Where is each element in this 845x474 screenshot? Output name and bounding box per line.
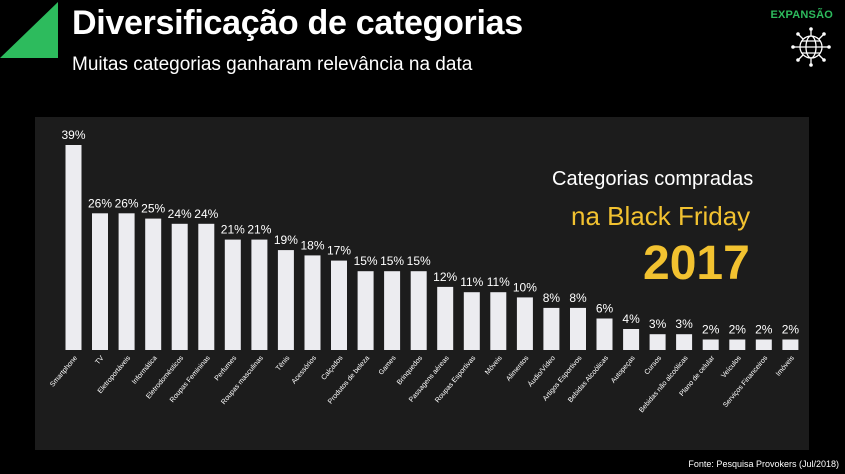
bar-value-label: 24% [168,207,192,221]
category-label: Áudio/Vídeo [526,353,557,388]
bar-value-label: 4% [622,312,640,326]
bar-value-label: 10% [513,280,537,294]
page-subtitle: Muitas categorias ganharam relevância na… [72,54,473,75]
bar [304,255,321,350]
bar [543,307,560,350]
bar-value-label: 39% [61,128,85,142]
bar [649,334,666,350]
bar [596,318,613,350]
bar-value-label: 26% [88,196,112,210]
bar-value-label: 2% [702,323,720,337]
bar [437,286,454,350]
bar [277,250,294,350]
category-label: Serviços Financeiros [722,354,769,409]
bar [118,213,135,350]
bar [410,271,427,350]
source-note: Fonte: Pesquisa Provokers (Jul/2018) [688,459,839,469]
bar-value-label: 3% [675,317,693,331]
category-label: Games [378,354,398,376]
bar-value-label: 26% [115,196,139,210]
category-label: Alimentos [505,354,530,382]
bar [145,218,162,350]
category-label: Bebidas não alcoólicas [638,354,690,414]
bar-value-label: 2% [755,323,773,337]
brand-label: EXPANSÃO [770,9,833,21]
bar-value-label: 17% [327,244,351,258]
green-triangle-logo [0,2,58,58]
bar [702,339,719,350]
bar-value-label: 3% [649,317,667,331]
category-label: Móveis [484,354,504,376]
category-label: Calçados [320,354,344,381]
bar [251,239,268,350]
category-label: Brinquedos [396,354,424,386]
highlight-line1: Categorias compradas [552,168,754,190]
bar [331,260,347,350]
category-label: Autopeças [610,354,637,384]
bar-value-label: 21% [221,223,245,237]
bar-value-label: 15% [354,254,378,268]
bar-value-label: 12% [433,270,457,284]
bar [755,339,772,350]
bar-value-label: 2% [782,323,800,337]
bar-value-label: 11% [460,275,483,289]
bar [92,213,108,350]
bar [490,292,507,350]
category-label: TV [94,355,105,367]
bar [782,339,799,350]
bar-value-label: 2% [729,323,747,337]
bar-value-label: 21% [247,223,271,237]
bar [198,223,215,350]
bar [463,292,480,350]
category-label: Acessórios [291,354,319,385]
bar [623,329,640,350]
highlight-year: 2017 [643,237,750,290]
category-label: Informática [131,355,159,386]
category-label: Imóveis [775,354,796,377]
bar [676,334,693,350]
bar [384,271,401,350]
bar [357,271,374,350]
category-label: Smartphone [49,355,79,389]
bar [570,307,586,350]
bar-value-label: 18% [300,238,324,252]
category-label: Cursos [644,354,664,376]
bar-value-label: 15% [407,254,431,268]
bar-value-label: 19% [274,233,298,247]
bar [516,297,533,350]
bar [171,223,188,350]
bar-value-label: 25% [141,202,165,216]
bar [729,339,746,350]
bar-value-label: 24% [194,207,218,221]
bar-value-label: 11% [487,275,510,289]
bar-value-label: 15% [380,254,404,268]
highlight-line2: na Black Friday [571,201,751,231]
category-label: Perfumes [214,354,239,382]
globe-icon [791,27,831,67]
bar-value-label: 8% [543,291,561,305]
category-label: Tênis [275,354,292,372]
bar-value-label: 6% [596,302,614,316]
bar-value-label: 8% [569,291,587,305]
page-title: Diversificação de categorias [72,4,523,42]
bar [65,145,82,350]
bar [224,239,241,350]
category-label: Veículos [720,354,743,379]
